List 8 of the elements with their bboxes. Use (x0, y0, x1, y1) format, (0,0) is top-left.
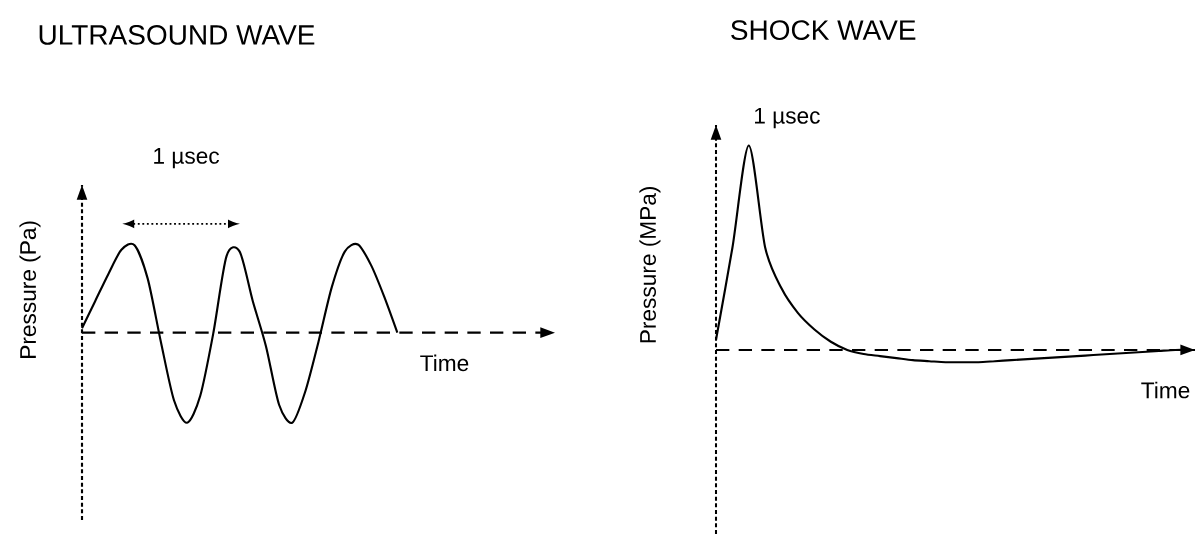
chart-title: SHOCK WAVE (731, 20, 916, 40)
text: 1 µsec (154, 148, 220, 169)
x-axis-title: Time (420, 354, 469, 372)
y-axis-title: Pressure (Pa) (19, 221, 41, 358)
text: 1 µsec (755, 107, 820, 129)
chart-title: ULTRASOUND WAVE (39, 24, 315, 45)
y-axis-title: Pressure (MPa) (639, 186, 661, 343)
x-axis-title: Time (1141, 381, 1190, 399)
